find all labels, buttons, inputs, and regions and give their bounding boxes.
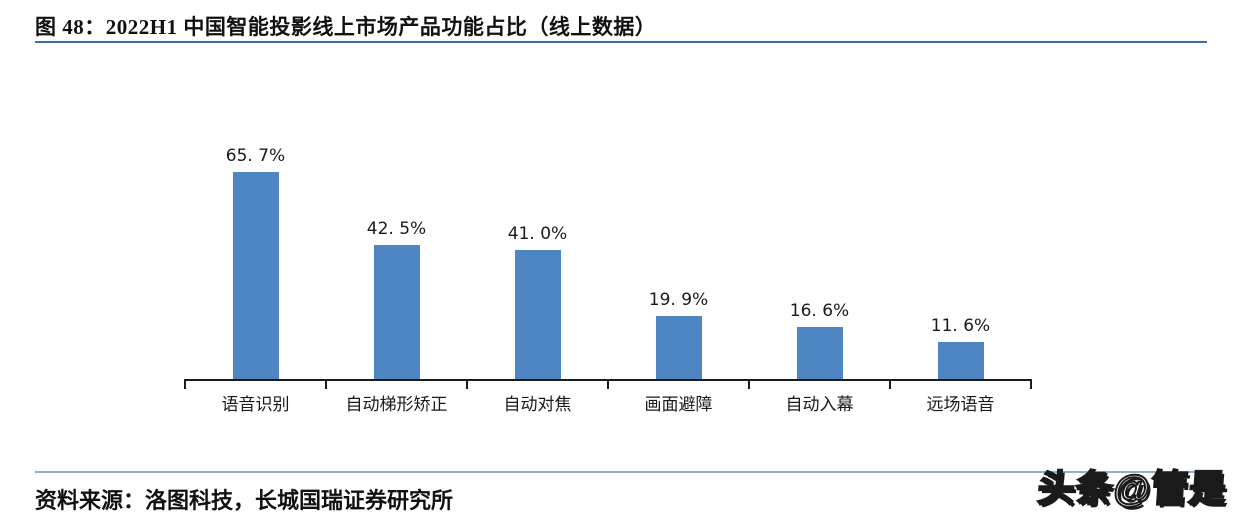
x-axis-tick — [607, 379, 609, 389]
x-axis-tick — [325, 379, 327, 389]
chart-bar — [232, 172, 279, 379]
x-axis-tick — [466, 379, 468, 389]
figure-title: 图 48：2022H1 中国智能投影线上市场产品功能占比（线上数据） — [35, 15, 657, 39]
chart-bar — [937, 342, 984, 379]
category-label: 语音识别 — [221, 395, 290, 414]
chart-bar — [655, 316, 702, 379]
category-label: 自动入幕 — [785, 395, 854, 414]
bar-value-label: 41. 0% — [507, 224, 568, 244]
chart-bar — [373, 245, 420, 379]
chart-bar — [796, 327, 843, 379]
category-label: 远场语音 — [926, 395, 995, 414]
source-note: 资料来源：洛图科技，长城国瑞证券研究所 — [35, 488, 454, 513]
x-axis-tick — [889, 379, 891, 389]
chart-bar — [514, 250, 561, 379]
x-axis-tick — [1030, 379, 1032, 389]
footer-rule — [35, 471, 1207, 473]
watermark: 头条@管是 — [1035, 467, 1229, 510]
bar-value-label: 11. 6% — [930, 316, 991, 336]
bar-value-label: 65. 7% — [225, 146, 286, 166]
x-axis-tick — [184, 379, 186, 389]
title-underline-rule — [35, 41, 1207, 43]
bar-value-label: 16. 6% — [789, 301, 850, 321]
bar-value-label: 42. 5% — [366, 219, 427, 239]
category-label: 自动梯形矫正 — [345, 395, 448, 414]
category-label: 画面避障 — [644, 395, 713, 414]
x-axis-tick — [748, 379, 750, 389]
bar-value-label: 19. 9% — [648, 290, 709, 310]
category-label: 自动对焦 — [503, 395, 572, 414]
